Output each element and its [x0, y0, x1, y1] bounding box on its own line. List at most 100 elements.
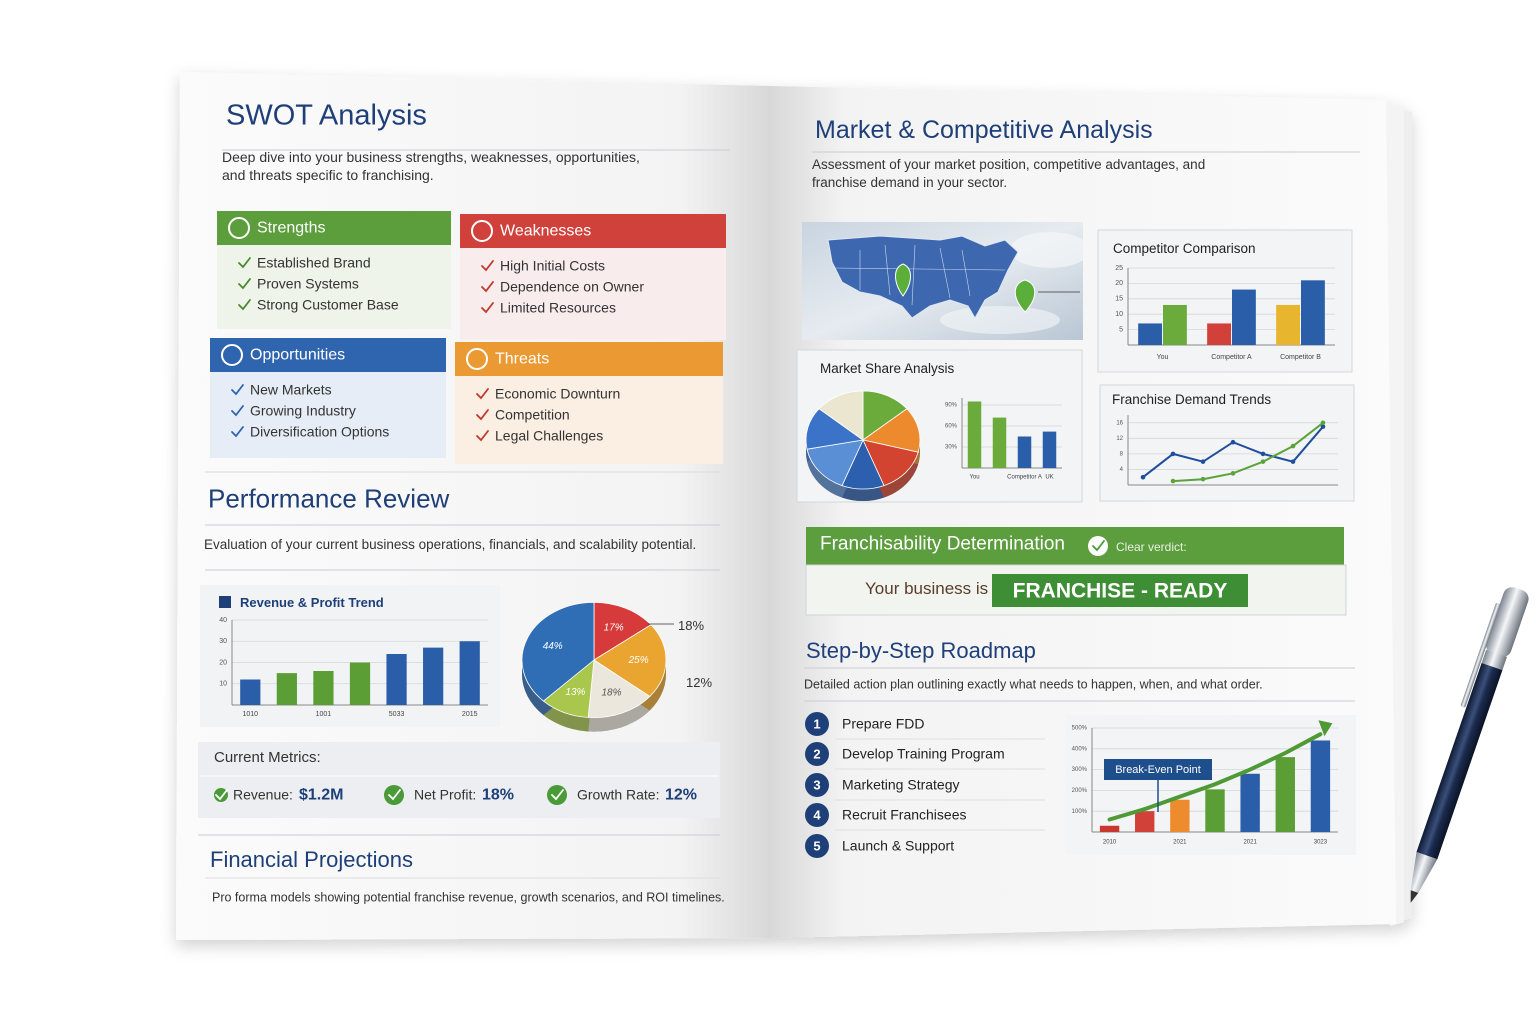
verdict-badge: [992, 574, 1248, 607]
swot-item: Legal Challenges: [495, 427, 604, 444]
line-point: [1170, 451, 1176, 457]
verdict-check: [1088, 536, 1108, 556]
swot-header: [460, 214, 726, 248]
check-icon: [551, 789, 564, 801]
swot-icon: [228, 217, 250, 239]
check-icon: [481, 281, 494, 293]
bar: [423, 647, 444, 705]
swot-item: New Markets: [250, 381, 332, 398]
x-tick-label: You: [1157, 354, 1169, 361]
map-pin: [895, 263, 911, 297]
map-pin: [1014, 279, 1036, 313]
pie-label: 25%: [628, 655, 649, 666]
x-tick-label: UK: [1045, 475, 1053, 481]
swot-item: Established Brand: [257, 254, 371, 271]
metric-icon: [214, 788, 228, 802]
swot-title: Weaknesses: [500, 222, 592, 240]
metric-value: $1.2M: [299, 786, 344, 804]
metrics-panel: [198, 742, 720, 818]
bar: [459, 641, 480, 705]
metric-label: Net Profit:: [414, 786, 477, 803]
pie-label: 17%: [604, 623, 624, 634]
swot-title: Threats: [495, 350, 550, 368]
pie-label: 18%: [601, 687, 621, 698]
pie-slice: [593, 624, 667, 697]
bar: [1205, 789, 1225, 832]
pie-slice: [521, 601, 595, 702]
pie-slice: [593, 601, 652, 661]
line-point: [1290, 443, 1296, 449]
line-point: [1320, 424, 1326, 429]
x-tick-label: 5033: [389, 711, 405, 718]
metric-label: Growth Rate:: [577, 786, 660, 803]
pie-slice: [806, 439, 864, 487]
x-tick-label: 2015: [462, 711, 478, 718]
step-badge: [805, 803, 829, 827]
check-icon: [238, 278, 251, 290]
section-title: Step-by-Step Roadmap: [806, 637, 1036, 663]
swot-item: Proven Systems: [257, 275, 359, 292]
x-tick-label: You: [969, 475, 979, 481]
cloud: [940, 306, 1060, 334]
x-tick-label: 2021: [1173, 840, 1187, 846]
y-tick-label: 500%: [1072, 726, 1088, 732]
pie-slice: [587, 659, 651, 718]
bar: [313, 671, 334, 705]
bar: [1017, 436, 1032, 468]
section-description: Pro forma models showing potential franc…: [212, 890, 725, 905]
swot-icon: [466, 348, 488, 370]
verdict-header: [806, 527, 1344, 565]
section-description: Deep dive into your business strengths, …: [222, 149, 640, 183]
bar: [1163, 304, 1187, 345]
y-tick-label: 90%: [945, 403, 958, 409]
bar: [1310, 740, 1331, 832]
pen: [1410, 587, 1529, 903]
section-description: Evaluation of your current business oper…: [204, 536, 697, 552]
trend-line: [1107, 732, 1323, 822]
check-icon: [476, 430, 489, 442]
line-point: [1200, 459, 1206, 464]
y-tick-label: 30: [219, 638, 227, 645]
line-series: [1172, 422, 1324, 483]
metric-value: 18%: [482, 786, 515, 804]
check-icon: [238, 299, 251, 311]
chart-title: Franchise Demand Trends: [1112, 391, 1272, 407]
pie-label: 13%: [565, 687, 585, 698]
y-tick-label: 16: [1116, 420, 1123, 426]
metric-label: Revenue:: [233, 786, 293, 803]
section-title: Financial Projections: [210, 846, 413, 872]
chart-icon: [219, 596, 231, 608]
bar: [1170, 799, 1190, 832]
line-point: [1290, 459, 1296, 464]
bar: [1042, 431, 1057, 468]
metric-value: 12%: [665, 786, 698, 804]
bar: [240, 679, 261, 705]
check-icon: [215, 789, 228, 801]
swot-title: Strengths: [257, 219, 326, 237]
step-badge: [805, 773, 829, 797]
verdict-statement: Your business is: [865, 578, 989, 598]
step-number: 5: [813, 838, 820, 853]
verdict-note: Clear verdict:: [1116, 539, 1187, 554]
check-icon: [238, 257, 251, 269]
line-point: [1260, 451, 1266, 457]
bar: [1232, 289, 1256, 345]
swot-item: Dependence on Owner: [500, 278, 644, 295]
x-tick-label: Competitor B: [1280, 354, 1321, 361]
verdict-result: FRANCHISE - READY: [1012, 579, 1228, 603]
swot-item: Competition: [495, 406, 570, 423]
step-label: Develop Training Program: [842, 745, 1005, 762]
metric-icon: [547, 785, 567, 805]
section-title: Market & Competitive Analysis: [815, 116, 1153, 144]
y-tick-label: 20: [219, 659, 227, 666]
chart-title: Competitor Comparison: [1113, 240, 1256, 256]
y-tick-label: 15: [1115, 296, 1123, 303]
map: [802, 222, 1090, 340]
metrics-title: Current Metrics:: [214, 749, 321, 766]
x-tick-label: Competitor A: [1211, 354, 1252, 361]
swot-title: Opportunities: [250, 346, 346, 364]
x-tick-label: 3023: [1314, 840, 1328, 846]
bar: [1301, 280, 1325, 345]
pie-slice: [862, 408, 921, 453]
pen-tip: [1410, 852, 1438, 893]
